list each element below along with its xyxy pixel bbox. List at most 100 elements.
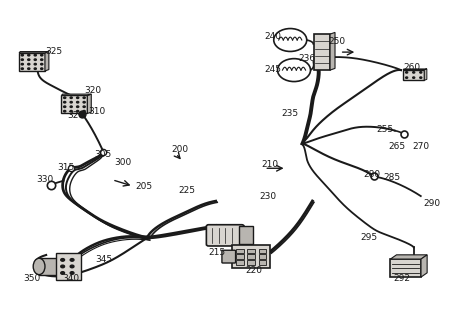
FancyBboxPatch shape	[247, 260, 255, 265]
Text: 305: 305	[95, 150, 112, 159]
Text: 240: 240	[264, 32, 282, 41]
Text: 330: 330	[36, 175, 54, 184]
Circle shape	[70, 106, 72, 108]
Text: 220: 220	[246, 266, 263, 275]
Circle shape	[406, 72, 408, 73]
FancyBboxPatch shape	[62, 95, 87, 114]
Text: 320: 320	[84, 86, 101, 95]
FancyBboxPatch shape	[391, 259, 421, 277]
Circle shape	[61, 265, 64, 268]
Circle shape	[70, 259, 74, 261]
Text: 265: 265	[389, 142, 406, 151]
Circle shape	[83, 106, 85, 108]
Circle shape	[21, 54, 23, 56]
FancyBboxPatch shape	[236, 254, 244, 259]
Circle shape	[27, 68, 30, 69]
Polygon shape	[421, 255, 427, 277]
FancyBboxPatch shape	[314, 34, 330, 70]
Circle shape	[64, 101, 66, 103]
Circle shape	[34, 59, 36, 60]
Circle shape	[406, 77, 408, 78]
Polygon shape	[330, 32, 335, 70]
Circle shape	[413, 72, 415, 73]
Polygon shape	[45, 51, 49, 71]
Circle shape	[27, 59, 30, 60]
FancyBboxPatch shape	[259, 260, 266, 265]
Polygon shape	[424, 69, 427, 80]
Circle shape	[27, 63, 30, 65]
Text: 215: 215	[209, 248, 226, 257]
Circle shape	[70, 111, 72, 112]
FancyBboxPatch shape	[259, 254, 266, 259]
FancyBboxPatch shape	[222, 250, 236, 263]
Circle shape	[83, 101, 85, 103]
Text: 236: 236	[298, 54, 315, 63]
Text: 280: 280	[363, 170, 381, 180]
Circle shape	[70, 97, 72, 98]
Polygon shape	[87, 94, 91, 114]
Circle shape	[34, 63, 36, 65]
Circle shape	[64, 97, 66, 98]
Text: 250: 250	[328, 37, 345, 46]
Circle shape	[420, 77, 422, 78]
Circle shape	[61, 259, 64, 261]
Text: 340: 340	[63, 274, 80, 283]
FancyBboxPatch shape	[247, 248, 255, 253]
Text: 310: 310	[89, 107, 106, 116]
Circle shape	[77, 106, 79, 108]
Text: 315: 315	[57, 163, 74, 172]
Circle shape	[64, 111, 66, 112]
Text: 225: 225	[178, 186, 195, 195]
Circle shape	[64, 106, 66, 108]
Text: 260: 260	[403, 63, 420, 72]
Circle shape	[277, 59, 310, 82]
Polygon shape	[19, 51, 49, 53]
Text: 205: 205	[136, 182, 153, 191]
Circle shape	[83, 97, 85, 98]
Circle shape	[41, 63, 43, 65]
FancyBboxPatch shape	[39, 258, 67, 275]
Text: 300: 300	[115, 158, 132, 167]
Text: 200: 200	[171, 145, 188, 154]
Circle shape	[21, 59, 23, 60]
Polygon shape	[391, 255, 427, 259]
Circle shape	[70, 101, 72, 103]
Text: 230: 230	[259, 192, 276, 201]
Circle shape	[274, 29, 307, 51]
Circle shape	[413, 77, 415, 78]
FancyBboxPatch shape	[239, 226, 254, 244]
Text: 350: 350	[23, 274, 40, 283]
Text: 325: 325	[45, 48, 63, 56]
Circle shape	[77, 111, 79, 112]
FancyBboxPatch shape	[403, 70, 424, 80]
Text: 255: 255	[376, 125, 393, 134]
Circle shape	[70, 265, 74, 268]
Circle shape	[420, 72, 422, 73]
Circle shape	[77, 101, 79, 103]
Text: 320: 320	[67, 111, 84, 119]
Circle shape	[34, 68, 36, 69]
FancyBboxPatch shape	[236, 260, 244, 265]
Text: 345: 345	[96, 254, 113, 264]
Circle shape	[27, 54, 30, 56]
FancyBboxPatch shape	[55, 253, 82, 280]
Circle shape	[61, 272, 64, 274]
Circle shape	[77, 97, 79, 98]
FancyBboxPatch shape	[259, 248, 266, 253]
FancyBboxPatch shape	[232, 245, 270, 268]
Circle shape	[41, 59, 43, 60]
Polygon shape	[403, 69, 427, 70]
FancyBboxPatch shape	[19, 53, 45, 71]
Circle shape	[41, 54, 43, 56]
Circle shape	[21, 63, 23, 65]
Circle shape	[34, 54, 36, 56]
Circle shape	[83, 111, 85, 112]
Text: 292: 292	[393, 274, 410, 283]
Polygon shape	[62, 94, 91, 95]
Text: 285: 285	[383, 173, 400, 182]
FancyBboxPatch shape	[206, 225, 244, 246]
Circle shape	[41, 68, 43, 69]
FancyBboxPatch shape	[236, 248, 244, 253]
Text: 295: 295	[360, 233, 378, 242]
Circle shape	[70, 272, 74, 274]
